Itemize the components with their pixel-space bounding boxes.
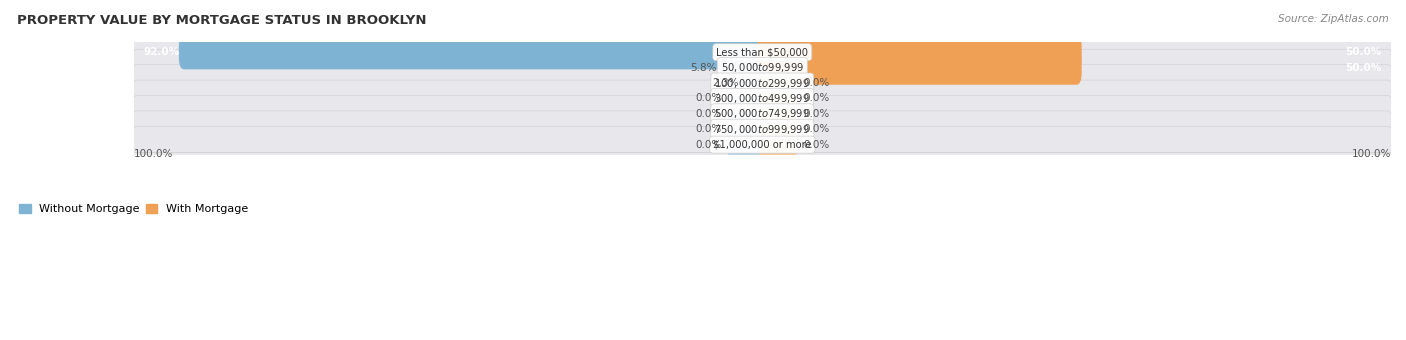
FancyBboxPatch shape bbox=[759, 101, 797, 126]
FancyBboxPatch shape bbox=[132, 65, 1393, 101]
Text: 100.0%: 100.0% bbox=[1351, 149, 1391, 159]
Text: 0.0%: 0.0% bbox=[695, 140, 721, 150]
Text: $50,000 to $99,999: $50,000 to $99,999 bbox=[721, 61, 804, 74]
FancyBboxPatch shape bbox=[728, 117, 765, 142]
Text: PROPERTY VALUE BY MORTGAGE STATUS IN BROOKLYN: PROPERTY VALUE BY MORTGAGE STATUS IN BRO… bbox=[17, 14, 426, 27]
Text: 0.0%: 0.0% bbox=[803, 124, 830, 134]
FancyBboxPatch shape bbox=[758, 35, 1081, 69]
Text: 5.8%: 5.8% bbox=[690, 63, 717, 73]
FancyBboxPatch shape bbox=[759, 132, 797, 157]
FancyBboxPatch shape bbox=[179, 35, 768, 69]
Text: 50.0%: 50.0% bbox=[1346, 47, 1382, 57]
Text: 50.0%: 50.0% bbox=[1346, 63, 1382, 73]
FancyBboxPatch shape bbox=[728, 86, 765, 111]
FancyBboxPatch shape bbox=[132, 34, 1393, 70]
FancyBboxPatch shape bbox=[742, 66, 768, 100]
FancyBboxPatch shape bbox=[132, 80, 1393, 117]
Text: 0.0%: 0.0% bbox=[803, 109, 830, 119]
Text: 0.0%: 0.0% bbox=[695, 109, 721, 119]
FancyBboxPatch shape bbox=[728, 101, 765, 126]
Text: $750,000 to $999,999: $750,000 to $999,999 bbox=[714, 123, 810, 136]
Text: 100.0%: 100.0% bbox=[134, 149, 173, 159]
FancyBboxPatch shape bbox=[132, 96, 1393, 132]
FancyBboxPatch shape bbox=[758, 50, 1081, 85]
Text: 0.0%: 0.0% bbox=[803, 94, 830, 103]
Text: 0.0%: 0.0% bbox=[803, 78, 830, 88]
Text: 92.0%: 92.0% bbox=[143, 47, 179, 57]
FancyBboxPatch shape bbox=[132, 111, 1393, 148]
Text: 0.0%: 0.0% bbox=[695, 124, 721, 134]
Text: $1,000,000 or more: $1,000,000 or more bbox=[713, 140, 811, 150]
Text: $500,000 to $749,999: $500,000 to $749,999 bbox=[714, 107, 810, 120]
FancyBboxPatch shape bbox=[132, 49, 1393, 86]
Text: $100,000 to $299,999: $100,000 to $299,999 bbox=[714, 76, 810, 89]
Text: 2.3%: 2.3% bbox=[711, 78, 738, 88]
Text: Less than $50,000: Less than $50,000 bbox=[716, 47, 808, 57]
FancyBboxPatch shape bbox=[132, 126, 1393, 163]
FancyBboxPatch shape bbox=[721, 50, 768, 85]
Legend: Without Mortgage, With Mortgage: Without Mortgage, With Mortgage bbox=[15, 200, 252, 219]
FancyBboxPatch shape bbox=[728, 132, 765, 157]
FancyBboxPatch shape bbox=[759, 70, 797, 96]
FancyBboxPatch shape bbox=[759, 117, 797, 142]
Text: 0.0%: 0.0% bbox=[695, 94, 721, 103]
FancyBboxPatch shape bbox=[759, 86, 797, 111]
Text: 0.0%: 0.0% bbox=[803, 140, 830, 150]
Text: Source: ZipAtlas.com: Source: ZipAtlas.com bbox=[1278, 14, 1389, 23]
Text: $300,000 to $499,999: $300,000 to $499,999 bbox=[714, 92, 810, 105]
